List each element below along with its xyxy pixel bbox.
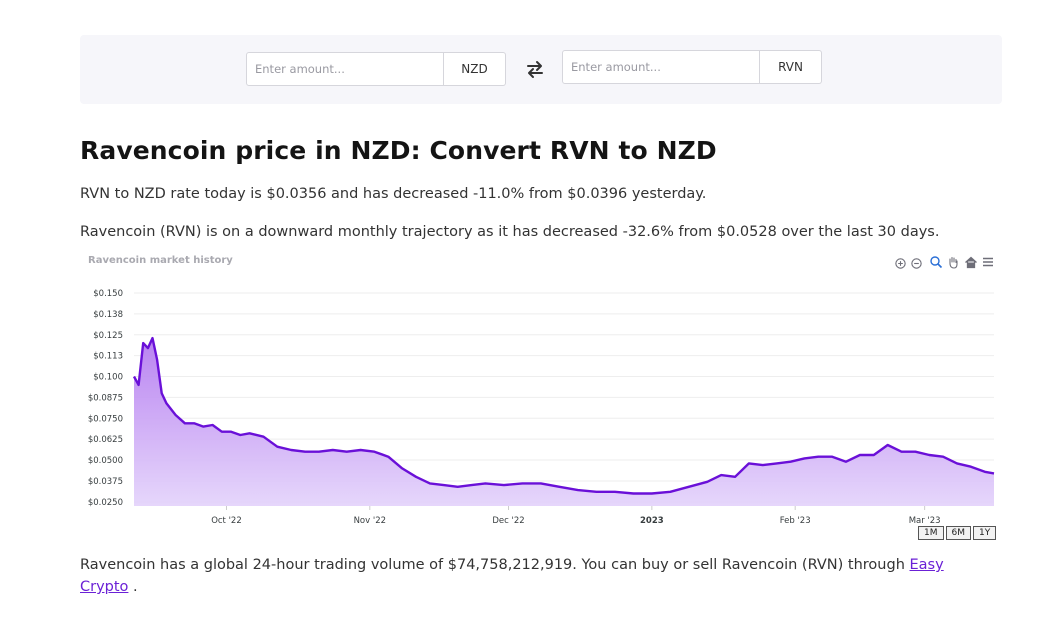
- converter-panel: NZD RVN: [80, 35, 1002, 104]
- y-tick-label: $0.125: [93, 331, 123, 341]
- y-tick-label: $0.0875: [88, 393, 123, 403]
- zoom-out-icon[interactable]: [910, 255, 924, 269]
- zoom-in-icon[interactable]: [894, 255, 908, 269]
- from-amount-input[interactable]: [246, 52, 444, 86]
- range-button-1y[interactable]: 1Y: [973, 526, 997, 540]
- from-amount-group: NZD: [246, 52, 506, 86]
- y-tick-label: $0.113: [93, 352, 123, 362]
- volume-text: Ravencoin has a global 24-hour trading v…: [80, 557, 910, 573]
- x-tick-label: 2023: [640, 516, 664, 526]
- trend-summary: Ravencoin (RVN) is on a downward monthly…: [80, 224, 940, 240]
- price-line: [132, 336, 995, 495]
- x-tick-label: Oct '22: [211, 516, 242, 526]
- selection-zoom-icon[interactable]: [929, 254, 943, 269]
- x-tick-label: Dec '22: [492, 516, 524, 526]
- x-tick-label: Feb '23: [780, 516, 811, 526]
- to-currency-select[interactable]: RVN: [760, 50, 822, 84]
- y-tick-label: $0.100: [93, 373, 123, 383]
- range-button-6m[interactable]: 6M: [945, 526, 971, 540]
- y-tick-label: $0.150: [93, 289, 123, 299]
- pan-hand-icon[interactable]: [946, 254, 960, 269]
- reset-home-icon[interactable]: [964, 254, 978, 269]
- volume-end: .: [128, 579, 138, 595]
- to-amount-group: RVN: [562, 50, 822, 84]
- y-tick-label: $0.0375: [88, 477, 123, 487]
- to-amount-input[interactable]: [562, 50, 760, 84]
- y-tick-label: $0.0750: [88, 414, 123, 424]
- y-tick-label: $0.0625: [88, 435, 123, 445]
- chart-range-buttons: 1M 6M 1Y: [918, 526, 997, 540]
- easy-crypto-link[interactable]: Easy Crypto: [80, 557, 944, 595]
- chart-title: Ravencoin market history: [88, 255, 233, 266]
- page-title: Ravencoin price in NZD: Convert RVN to N…: [80, 136, 717, 165]
- volume-summary: Ravencoin has a global 24-hour trading v…: [80, 554, 980, 598]
- y-tick-label: $0.0250: [88, 498, 123, 508]
- x-tick-label: Mar '23: [909, 516, 941, 526]
- swap-arrows-icon[interactable]: [525, 59, 545, 79]
- y-tick-label: $0.0500: [88, 456, 123, 466]
- from-currency-select[interactable]: NZD: [444, 52, 506, 86]
- range-button-1m[interactable]: 1M: [918, 526, 944, 540]
- x-tick-label: Nov '22: [354, 516, 386, 526]
- menu-icon[interactable]: [981, 254, 995, 268]
- y-tick-label: $0.138: [93, 310, 123, 320]
- price-history-chart: $0.150 $0.138 $0.125 $0.113 $0.100 $0.0875 $0.…: [88, 289, 995, 526]
- rate-summary: RVN to NZD rate today is $0.0356 and has…: [80, 186, 707, 202]
